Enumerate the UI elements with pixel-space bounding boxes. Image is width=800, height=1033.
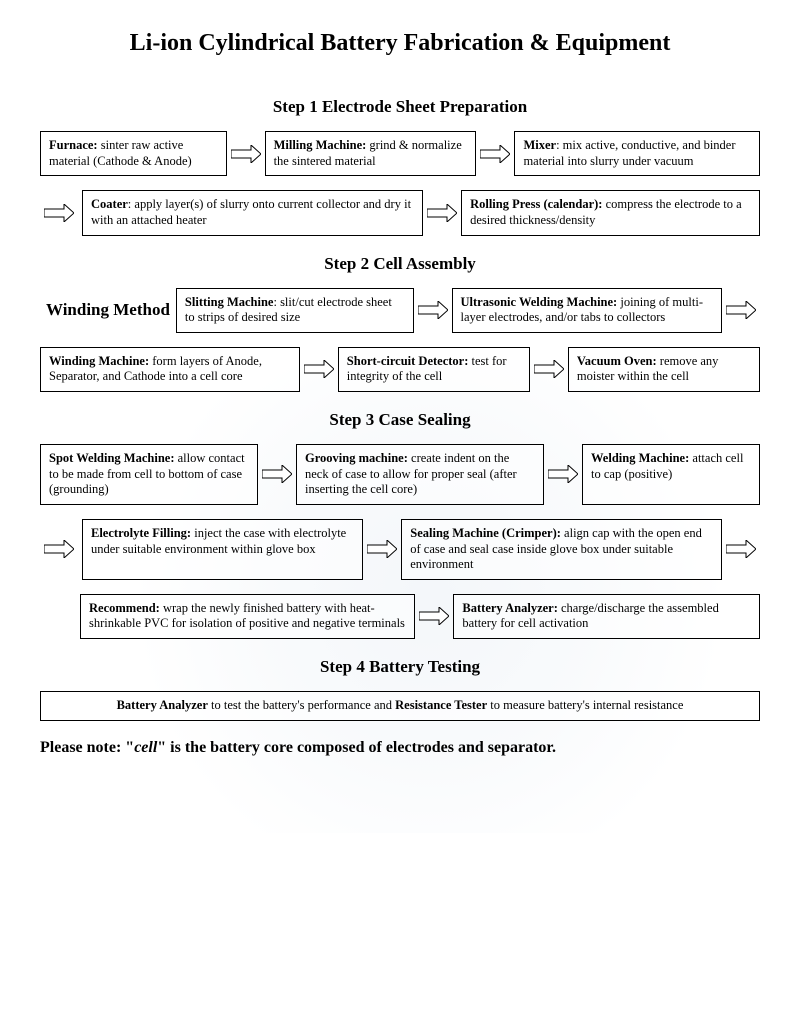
- arrow-right-icon: [722, 288, 760, 333]
- flow-box-term: Winding Machine:: [49, 354, 149, 368]
- arrow-right-icon: [258, 444, 296, 505]
- flow-row: Coater: apply layer(s) of slurry onto cu…: [40, 190, 760, 235]
- flow-box-term: Furnace:: [49, 138, 98, 152]
- footnote-suffix: " is the battery core composed of electr…: [157, 739, 556, 756]
- flow-box-term: Ultrasonic Welding Machine:: [461, 295, 618, 309]
- arrow-right-icon: [544, 444, 582, 505]
- arrow-right-icon: [476, 131, 514, 176]
- flow-box-term: Grooving machine:: [305, 451, 408, 465]
- row-label: Winding Method: [40, 290, 176, 330]
- flow-box-term: Rolling Press (calendar):: [470, 197, 602, 211]
- arrow-right-icon: [423, 190, 461, 235]
- footnote: Please note: "cell" is the battery core …: [40, 739, 760, 757]
- flow-box-term: Coater: [91, 197, 128, 211]
- arrow-right-icon: [40, 540, 78, 558]
- arrow-right-icon: [530, 347, 568, 392]
- flow-box: Milling Machine: grind & normalize the s…: [265, 131, 477, 176]
- flow-box-term: Short-circuit Detector:: [347, 354, 469, 368]
- arrow-right-icon: [300, 347, 338, 392]
- flow-box: Battery Analyzer: charge/discharge the a…: [453, 594, 760, 639]
- flow-row: Battery Analyzer to test the battery's p…: [40, 691, 760, 721]
- flow-row: Winding MethodSlitting Machine: slit/cut…: [40, 288, 760, 333]
- flow-box-term: Vacuum Oven:: [577, 354, 657, 368]
- page-title: Li-ion Cylindrical Battery Fabrication &…: [40, 30, 760, 57]
- flow-box: Furnace: sinter raw active material (Cat…: [40, 131, 227, 176]
- step-title: Step 3 Case Sealing: [40, 410, 760, 430]
- flow-box-term: Battery Analyzer:: [462, 601, 557, 615]
- flow-row: Spot Welding Machine: allow contact to b…: [40, 444, 760, 505]
- flow-row: Recommend: wrap the newly finished batte…: [40, 594, 760, 639]
- flow-box: Winding Machine: form layers of Anode, S…: [40, 347, 300, 392]
- footnote-prefix: Please note: ": [40, 739, 134, 756]
- flow-box: Recommend: wrap the newly finished batte…: [80, 594, 415, 639]
- flow-box: Vacuum Oven: remove any moister within t…: [568, 347, 760, 392]
- flow-box: Battery Analyzer to test the battery's p…: [40, 691, 760, 721]
- flow-box-term: Milling Machine:: [274, 138, 367, 152]
- flow-box: Mixer: mix active, conductive, and binde…: [514, 131, 760, 176]
- flow-box-desc: : apply layer(s) of slurry onto current …: [91, 197, 411, 227]
- step-title: Step 2 Cell Assembly: [40, 254, 760, 274]
- flow-box: Coater: apply layer(s) of slurry onto cu…: [82, 190, 423, 235]
- flow-box: Sealing Machine (Crimper): align cap wit…: [401, 519, 722, 580]
- flow-box: Rolling Press (calendar): compress the e…: [461, 190, 760, 235]
- flow-box: Ultrasonic Welding Machine: joining of m…: [452, 288, 723, 333]
- arrow-right-icon: [363, 519, 401, 580]
- flowchart: Step 1 Electrode Sheet Preparation Furnac…: [40, 97, 760, 721]
- step-title: Step 4 Battery Testing: [40, 657, 760, 677]
- flow-box-term: Sealing Machine (Crimper):: [410, 526, 561, 540]
- flow-row: Furnace: sinter raw active material (Cat…: [40, 131, 760, 176]
- footnote-cell-word: cell: [134, 739, 157, 756]
- step-title: Step 1 Electrode Sheet Preparation: [40, 97, 760, 117]
- flow-box-desc: : mix active, conductive, and binder mat…: [523, 138, 735, 168]
- flow-box-term: Recommend:: [89, 601, 160, 615]
- flow-box: Spot Welding Machine: allow contact to b…: [40, 444, 258, 505]
- arrow-right-icon: [227, 131, 265, 176]
- flow-row: Winding Machine: form layers of Anode, S…: [40, 347, 760, 392]
- arrow-right-icon: [40, 204, 78, 222]
- flow-box: Short-circuit Detector: test for integri…: [338, 347, 530, 392]
- flow-box: Electrolyte Filling: inject the case wit…: [82, 519, 363, 580]
- arrow-right-icon: [415, 594, 453, 639]
- flow-box-term: Welding Machine:: [591, 451, 689, 465]
- flow-box-term: Spot Welding Machine:: [49, 451, 174, 465]
- flow-box: Slitting Machine: slit/cut electrode she…: [176, 288, 414, 333]
- flow-box: Grooving machine: create indent on the n…: [296, 444, 544, 505]
- flow-box-term: Mixer: [523, 138, 556, 152]
- flow-box-term: Slitting Machine: [185, 295, 274, 309]
- flow-box: Welding Machine: attach cell to cap (pos…: [582, 444, 760, 505]
- flow-row: Electrolyte Filling: inject the case wit…: [40, 519, 760, 580]
- arrow-right-icon: [722, 519, 760, 580]
- arrow-right-icon: [414, 288, 452, 333]
- flow-box-term: Electrolyte Filling:: [91, 526, 191, 540]
